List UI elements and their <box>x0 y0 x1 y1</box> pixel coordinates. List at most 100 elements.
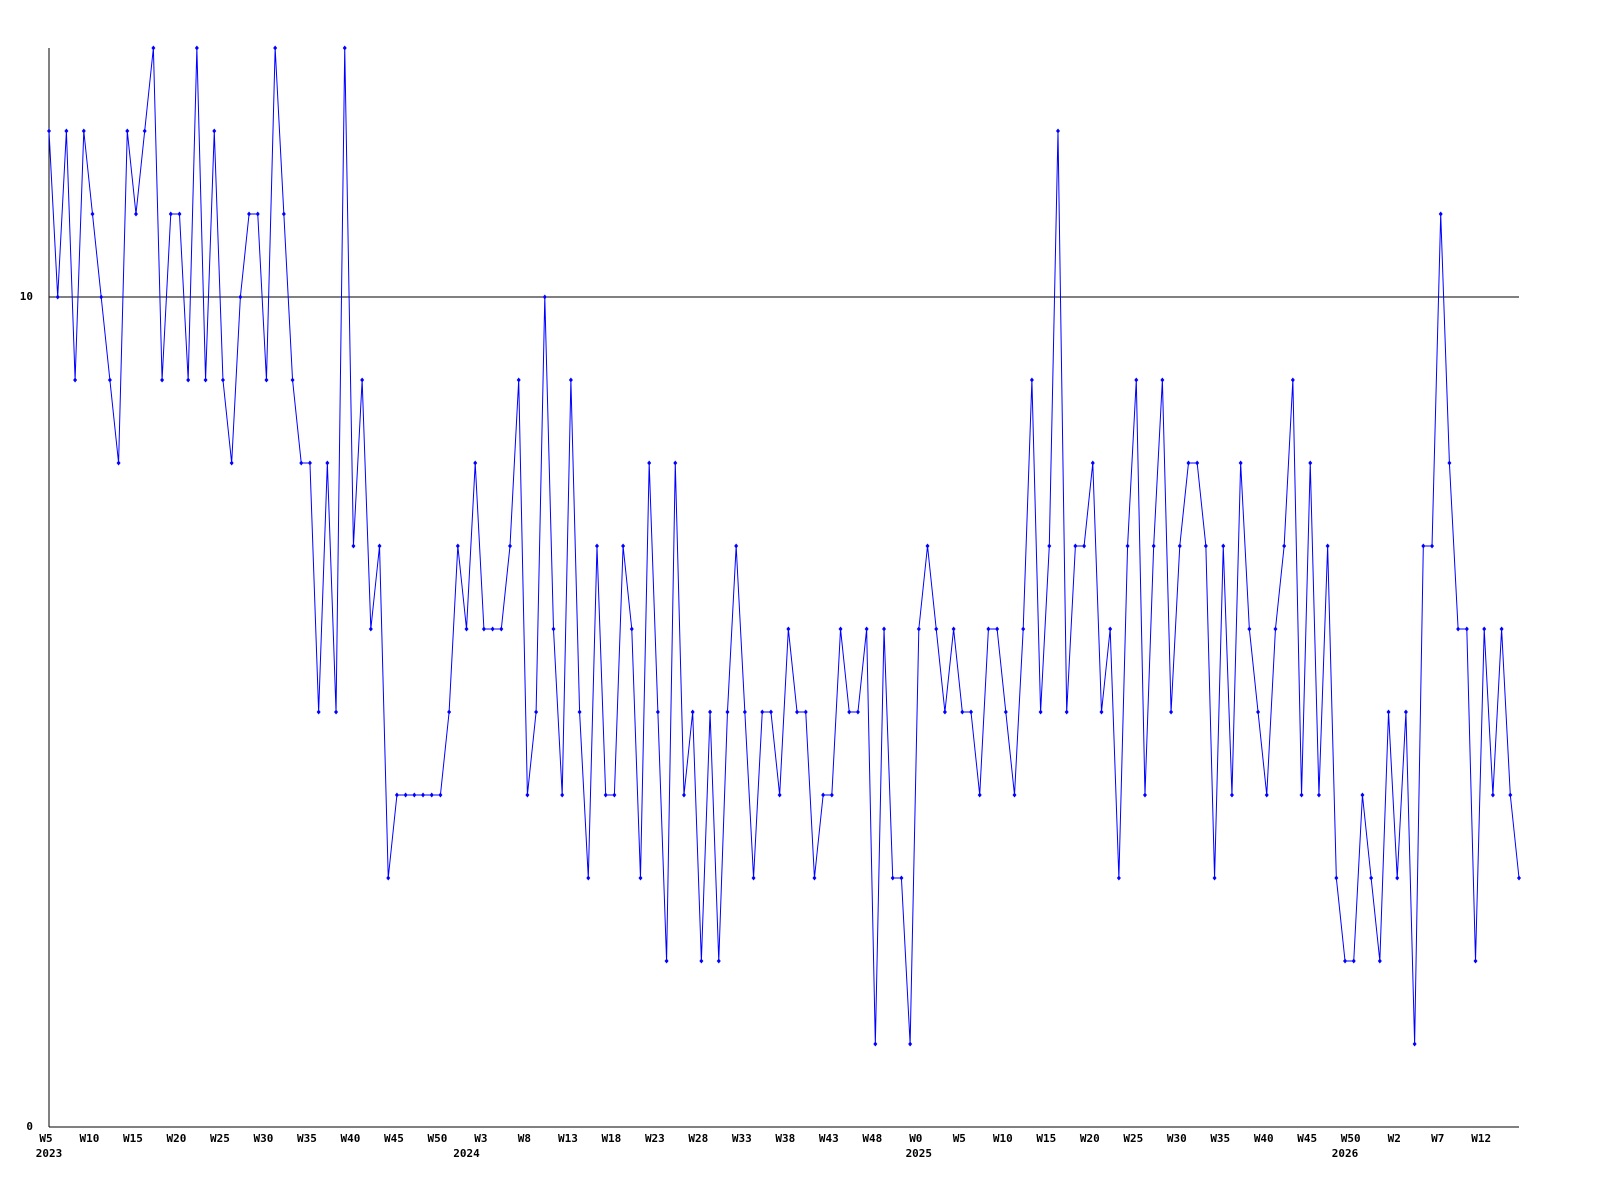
data-point <box>621 543 626 549</box>
data-point <box>534 709 539 715</box>
data-point <box>1247 626 1252 632</box>
data-point <box>1012 792 1017 798</box>
x-tick-label: W10 <box>80 1132 100 1145</box>
data-point <box>151 45 156 51</box>
x-tick-label: W5 <box>39 1132 52 1145</box>
x-tick-label: W18 <box>601 1132 621 1145</box>
x-year-label: 2023 <box>36 1147 63 1160</box>
data-point <box>299 460 304 466</box>
x-tick-label: W50 <box>1341 1132 1361 1145</box>
x-tick-label: W3 <box>474 1132 487 1145</box>
data-point <box>612 792 617 798</box>
data-point <box>1003 709 1008 715</box>
data-point <box>403 792 408 798</box>
x-tick-label: W2 <box>1388 1132 1401 1145</box>
data-point <box>186 377 191 383</box>
data-point <box>925 543 930 549</box>
data-point <box>1082 543 1087 549</box>
data-point <box>1430 543 1435 549</box>
data-point <box>1186 460 1191 466</box>
data-point <box>1134 377 1139 383</box>
x-tick-label: W13 <box>558 1132 578 1145</box>
x-tick-label: W23 <box>645 1132 665 1145</box>
data-point <box>455 543 460 549</box>
data-point <box>368 626 373 632</box>
data-point <box>751 875 756 881</box>
x-tick-label: W35 <box>297 1132 317 1145</box>
x-tick-label: W28 <box>688 1132 708 1145</box>
x-tick-label: W8 <box>518 1132 531 1145</box>
data-point <box>464 626 469 632</box>
y-tick-label: 10 <box>20 290 33 303</box>
data-point <box>1447 460 1452 466</box>
data-point <box>647 460 652 466</box>
data-point <box>1073 543 1078 549</box>
data-point <box>516 377 521 383</box>
data-point <box>386 875 391 881</box>
data-point <box>1169 709 1174 715</box>
data-point <box>1386 709 1391 715</box>
data-point <box>864 626 869 632</box>
data-point <box>734 543 739 549</box>
data-point <box>1151 543 1156 549</box>
data-point <box>551 626 556 632</box>
data-point <box>768 709 773 715</box>
data-point <box>229 460 234 466</box>
data-point <box>81 128 86 134</box>
data-point <box>725 709 730 715</box>
data-point <box>1308 460 1313 466</box>
data-point <box>1108 626 1113 632</box>
data-point <box>1142 792 1147 798</box>
data-point <box>99 294 104 300</box>
x-tick-label: W12 <box>1471 1132 1491 1145</box>
data-point <box>1334 875 1339 881</box>
data-point <box>116 460 121 466</box>
data-point <box>429 792 434 798</box>
data-point <box>995 626 1000 632</box>
data-point <box>421 792 426 798</box>
data-point <box>499 626 504 632</box>
data-point <box>1360 792 1365 798</box>
data-point <box>1195 460 1200 466</box>
data-point <box>795 709 800 715</box>
x-tick-label: W15 <box>1036 1132 1056 1145</box>
data-point <box>290 377 295 383</box>
x-tick-label: W40 <box>341 1132 361 1145</box>
data-point <box>1177 543 1182 549</box>
data-point <box>1256 709 1261 715</box>
data-point <box>55 294 60 300</box>
data-point <box>664 958 669 964</box>
data-point <box>1273 626 1278 632</box>
data-point <box>908 1041 913 1047</box>
data-point <box>447 709 452 715</box>
data-point <box>360 377 365 383</box>
data-point <box>1264 792 1269 798</box>
data-point <box>803 709 808 715</box>
data-point <box>377 543 382 549</box>
data-point <box>1160 377 1165 383</box>
x-tick-label: W25 <box>210 1132 230 1145</box>
data-point <box>1116 875 1121 881</box>
x-year-label: 2025 <box>906 1147 933 1160</box>
data-point <box>560 792 565 798</box>
x-tick-label: W0 <box>909 1132 922 1145</box>
data-point <box>281 211 286 217</box>
data-point <box>1047 543 1052 549</box>
data-point <box>1325 543 1330 549</box>
x-tick-label: W45 <box>384 1132 404 1145</box>
data-point <box>986 626 991 632</box>
data-point <box>942 709 947 715</box>
data-point <box>969 709 974 715</box>
data-point <box>1377 958 1382 964</box>
x-tick-label: W25 <box>1123 1132 1143 1145</box>
data-point <box>542 294 547 300</box>
data-point <box>882 626 887 632</box>
data-point <box>481 626 486 632</box>
x-tick-label: W15 <box>123 1132 143 1145</box>
data-point <box>1229 792 1234 798</box>
data-point <box>977 792 982 798</box>
data-point <box>629 626 634 632</box>
data-point <box>577 709 582 715</box>
data-point <box>125 128 130 134</box>
